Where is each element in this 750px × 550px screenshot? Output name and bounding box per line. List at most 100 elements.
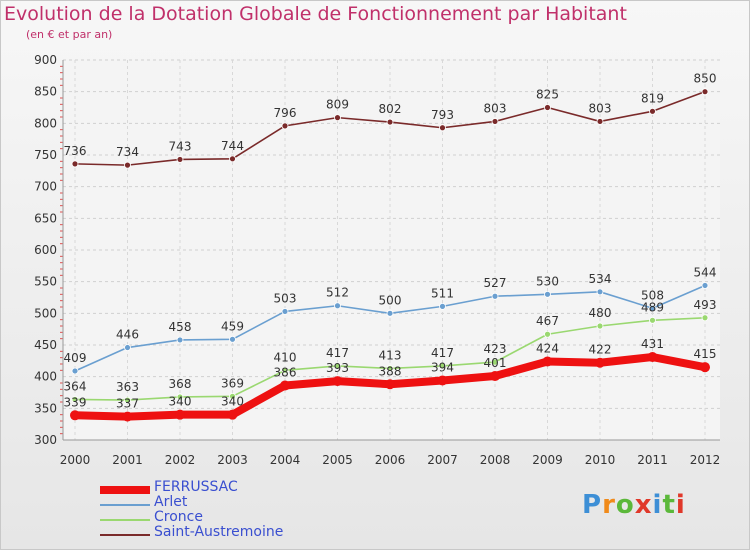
data-point (544, 104, 551, 111)
data-point (334, 114, 341, 122)
legend-item: Saint-Austremoine (100, 524, 340, 546)
logo-letter: P (582, 490, 603, 520)
data-point (595, 357, 605, 368)
legend-swatch (100, 504, 150, 506)
x-tick-label: 2003 (217, 453, 248, 467)
data-label: 415 (694, 347, 717, 361)
data-label: 369 (221, 376, 244, 390)
x-tick-label: 2011 (637, 453, 668, 467)
data-label: 527 (484, 276, 507, 290)
data-point (701, 282, 709, 289)
data-label: 409 (64, 351, 87, 365)
data-label: 410 (274, 350, 297, 364)
x-tick-label: 2007 (427, 453, 458, 467)
data-point (280, 380, 290, 391)
x-tick-label: 2005 (322, 453, 353, 467)
data-label: 512 (326, 286, 349, 300)
legend-item: FERRUSSAC (100, 479, 340, 501)
data-label: 368 (169, 377, 192, 391)
legend-swatch (100, 486, 150, 494)
data-label: 489 (641, 300, 664, 314)
x-tick-label: 2006 (375, 453, 406, 467)
data-label: 386 (274, 366, 297, 380)
x-tick-label: 2008 (480, 453, 511, 467)
y-tick-label: 400 (34, 370, 57, 384)
data-label: 422 (589, 343, 612, 357)
data-label: 423 (484, 342, 507, 356)
data-label: 809 (326, 98, 349, 112)
data-point (491, 292, 499, 300)
data-point (700, 362, 710, 373)
data-label: 417 (431, 346, 454, 360)
x-tick-label: 2002 (165, 453, 196, 467)
data-point (596, 322, 604, 330)
y-tick-label: 850 (34, 85, 57, 99)
chart-legend: FERRUSSAC Arlet Cronce Saint-Austremoine (100, 479, 340, 546)
data-label: 734 (116, 145, 139, 159)
data-point (281, 366, 289, 374)
data-label: 340 (221, 395, 244, 409)
data-label: 413 (379, 348, 402, 362)
data-point (281, 122, 289, 130)
logo-letter: t (662, 490, 676, 520)
data-label: 534 (589, 272, 612, 286)
logo-letter: x (634, 490, 653, 520)
data-label: 850 (694, 72, 717, 86)
data-label: 802 (379, 102, 402, 116)
data-point (229, 392, 236, 400)
data-point (649, 304, 656, 312)
data-point (490, 371, 500, 382)
data-label: 388 (379, 364, 402, 378)
data-point (542, 356, 553, 367)
data-label: 446 (116, 328, 139, 342)
data-label: 544 (694, 265, 717, 279)
data-label: 401 (484, 356, 507, 370)
chart-subtitle: (en € et par an) (26, 28, 113, 41)
x-tick-label: 2012 (690, 453, 721, 467)
data-point (437, 375, 448, 386)
y-tick-label: 550 (34, 275, 57, 289)
data-label: 744 (221, 139, 244, 153)
data-point (491, 358, 499, 366)
legend-label: Cronce (154, 509, 203, 525)
data-point (229, 155, 236, 163)
x-tick-label: 2001 (112, 453, 143, 467)
data-point (227, 409, 238, 420)
logo-letter: r (602, 490, 616, 520)
data-point (647, 352, 658, 363)
data-label: 364 (64, 379, 87, 393)
data-point (229, 335, 236, 343)
data-label: 340 (169, 395, 192, 409)
legend-swatch (100, 534, 150, 536)
data-point (596, 118, 604, 125)
data-label: 803 (589, 101, 612, 115)
data-label: 417 (326, 346, 349, 360)
data-label: 393 (326, 361, 349, 375)
data-label: 394 (431, 360, 454, 374)
data-label: 825 (536, 88, 559, 102)
data-point (439, 124, 446, 132)
data-point (176, 336, 184, 344)
data-point (176, 393, 184, 401)
data-point (544, 330, 551, 338)
data-point (334, 302, 341, 310)
y-tick-label: 600 (34, 243, 57, 257)
data-point (175, 409, 185, 420)
y-tick-label: 900 (34, 53, 57, 67)
data-label: 743 (169, 139, 192, 153)
y-tick-label: 500 (34, 306, 57, 320)
legend-label: Saint-Austremoine (154, 524, 284, 540)
x-tick-label: 2004 (270, 453, 301, 467)
data-point (124, 161, 131, 169)
data-point (334, 362, 341, 370)
y-tick-label: 450 (34, 338, 57, 352)
logo-letter: o (615, 490, 635, 520)
data-label: 431 (641, 337, 664, 351)
data-label: 530 (536, 274, 559, 288)
y-tick-label: 700 (34, 180, 57, 194)
data-label: 500 (379, 293, 402, 307)
data-point (71, 396, 79, 403)
legend-swatch (100, 519, 150, 521)
legend-label: FERRUSSAC (154, 479, 238, 495)
